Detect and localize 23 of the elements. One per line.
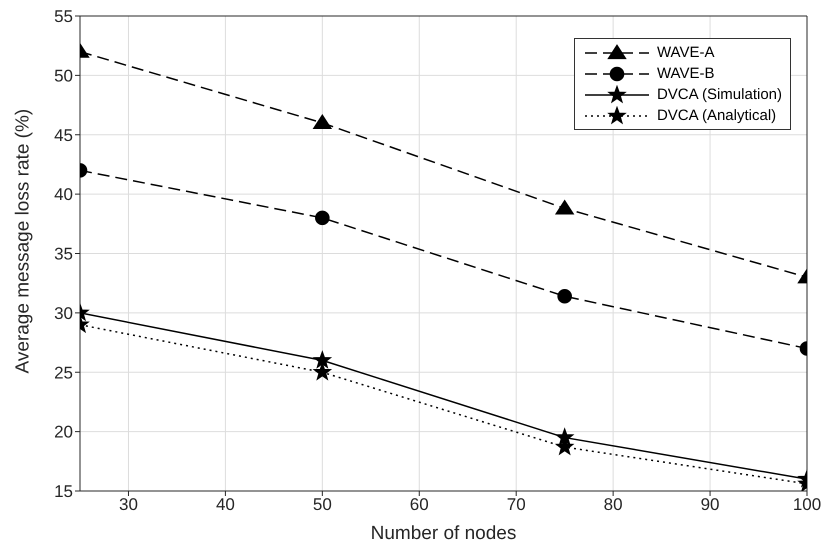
x-tick-label: 70 bbox=[506, 495, 526, 514]
x-tick-label: 30 bbox=[119, 495, 138, 514]
x-tick-label: 80 bbox=[604, 495, 623, 514]
x-tick-label: 100 bbox=[792, 495, 822, 514]
x-tick-label: 60 bbox=[410, 495, 429, 514]
y-tick-label: 35 bbox=[54, 244, 73, 264]
y-tick-label: 55 bbox=[54, 7, 73, 26]
legend-label: WAVE-A bbox=[656, 44, 714, 61]
legend-label: DVCA (Analytical) bbox=[656, 107, 776, 124]
y-tick-label: 40 bbox=[54, 185, 73, 204]
x-tick-label: 50 bbox=[312, 495, 332, 514]
legend-label: DVCA (Simulation) bbox=[656, 86, 782, 103]
x-axis-title: Number of nodes bbox=[370, 523, 516, 544]
legend-label: WAVE-B bbox=[656, 65, 714, 82]
x-tick-label: 40 bbox=[216, 495, 235, 514]
y-tick-label: 30 bbox=[54, 304, 73, 323]
y-tick-label: 50 bbox=[54, 66, 73, 86]
y-tick-label: 25 bbox=[54, 363, 73, 382]
x-tick-label: 90 bbox=[700, 495, 720, 514]
y-tick-label: 45 bbox=[54, 126, 73, 145]
y-axis-title: Average message loss rate (%) bbox=[12, 108, 34, 374]
y-tick-label: 15 bbox=[54, 482, 73, 502]
y-tick-label: 20 bbox=[54, 422, 73, 442]
